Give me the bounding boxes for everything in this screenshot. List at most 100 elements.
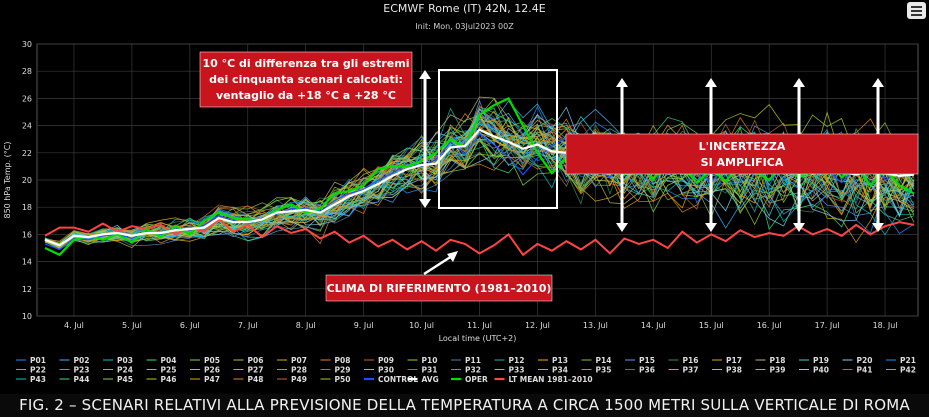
legend-label: P50	[335, 375, 351, 384]
legend-label: P27	[248, 366, 264, 375]
ensemble-line-P49	[44, 125, 915, 247]
x-tick-label: 9. Jul	[354, 321, 374, 330]
legend-label: P29	[335, 366, 351, 375]
legend-label: P41	[857, 366, 873, 375]
x-tick-label: 16. Jul	[757, 321, 782, 330]
y-tick-label: 18	[22, 203, 32, 212]
annotation-box-2	[565, 133, 919, 175]
x-tick-label: 10. Jul	[409, 321, 434, 330]
legend-label: P46	[161, 375, 177, 384]
legend-label: P14	[596, 356, 612, 365]
annotation-2-line: L'INCERTEZZA	[699, 140, 786, 153]
legend-label: P39	[770, 366, 786, 375]
legend-label: P31	[422, 366, 438, 375]
legend-label: P07	[291, 356, 307, 365]
y-axis-label: 850 hPa Temp. (°C)	[3, 141, 12, 218]
legend-label: P19	[813, 356, 829, 365]
x-tick-label: 14. Jul	[641, 321, 666, 330]
legend-label: P35	[596, 366, 612, 375]
x-tick-label: 18. Jul	[873, 321, 898, 330]
arrow-head-down	[419, 199, 431, 208]
y-tick-label: 24	[22, 122, 32, 131]
legend-label: P24	[117, 366, 133, 375]
arrow-head-down	[616, 223, 628, 232]
chart-subtitle: Init: Mon, 03Jul2023 00Z	[415, 22, 514, 31]
x-tick-label: 11. Jul	[467, 321, 492, 330]
arrow-head-up	[793, 78, 805, 87]
legend-label: CONTROL	[378, 375, 418, 384]
legend-label: P37	[683, 366, 699, 375]
figure-caption: FIG. 2 – SCENARI RELATIVI ALLA PREVISION…	[0, 394, 929, 417]
x-tick-label: 4. Jul	[64, 321, 84, 330]
pointer-arrow-shaft	[423, 254, 453, 276]
annotation-3-text: CLIMA DI RIFERIMENTO (1981–2010)	[327, 282, 552, 295]
legend-label: P16	[683, 356, 699, 365]
temperature-chart: 10 12 14 16 18 20 22 24 26 28 30 4. Jul 5. Jul 6. Jul…	[3, 40, 919, 384]
menu-icon[interactable]	[907, 2, 926, 19]
legend-label: P30	[378, 366, 394, 375]
arrow-head-up	[705, 78, 717, 87]
y-tick-label: 22	[22, 149, 32, 158]
legend-label: P49	[291, 375, 307, 384]
legend-label: P15	[639, 356, 655, 365]
legend-label: P13	[552, 356, 568, 365]
x-tick-label: 5. Jul	[122, 321, 142, 330]
arrow-head-up	[872, 78, 884, 87]
legend-label: P32	[465, 366, 481, 375]
annotation-1-line: dei cinquanta scenari calcolati:	[209, 73, 403, 86]
legend-label: P02	[74, 356, 90, 365]
legend-label: P48	[248, 375, 264, 384]
highlight-box	[438, 69, 558, 209]
legend-label: P21	[900, 356, 916, 365]
y-tick-label: 28	[22, 67, 32, 76]
legend: P01 P02 P03 P04 P05 P06 P07 P08 P09 P10 P11 P12 P13 P…	[16, 356, 916, 384]
legend-label: P12	[509, 356, 525, 365]
legend-label: P47	[204, 375, 220, 384]
legend-label: AVG	[422, 375, 439, 384]
x-tick-label: 12. Jul	[525, 321, 550, 330]
x-tick-label: 6. Jul	[180, 321, 200, 330]
annotation-1-line: ventaglio da +18 °C a +28 °C	[216, 89, 396, 102]
legend-label: P42	[900, 366, 916, 375]
series-line-lt-mean-1981-2010	[44, 218, 915, 257]
annotation-2-line: SI AMPLIFICA	[701, 156, 784, 169]
legend-label: P04	[161, 356, 177, 365]
legend-label: P23	[74, 366, 90, 375]
y-tick-label: 12	[22, 285, 32, 294]
legend-label: P38	[726, 366, 742, 375]
legend-label: P36	[639, 366, 655, 375]
x-tick-label: 13. Jul	[583, 321, 608, 330]
x-tick-label: 17. Jul	[815, 321, 840, 330]
arrow-head-down	[705, 223, 717, 232]
legend-label: P34	[552, 366, 568, 375]
y-tick-label: 14	[22, 258, 32, 267]
legend-label: P17	[726, 356, 742, 365]
legend-label: P22	[30, 366, 46, 375]
legend-label: P33	[509, 366, 525, 375]
double-arrow	[419, 70, 431, 208]
y-tick-label: 30	[22, 40, 32, 49]
y-tick-label: 16	[22, 230, 32, 239]
legend-label: P43	[30, 375, 46, 384]
annotation-box-1	[199, 51, 413, 108]
x-axis-label: Local time (UTC+2)	[439, 334, 517, 343]
legend-label: P20	[857, 356, 873, 365]
arrow-head-up	[616, 78, 628, 87]
arrow-head-up	[419, 70, 431, 79]
legend-label: P18	[770, 356, 786, 365]
legend-label: P26	[204, 366, 220, 375]
legend-label: P09	[378, 356, 394, 365]
legend-label: P28	[291, 366, 307, 375]
legend-label: P40	[813, 366, 829, 375]
pointer-arrow-head	[447, 251, 458, 262]
y-tick-label: 26	[22, 94, 32, 103]
arrow-head-down	[872, 223, 884, 232]
chart-title: ECMWF Rome (IT) 42N, 12.4E	[383, 2, 546, 15]
series-line-oper	[44, 96, 915, 257]
x-tick-label: 7. Jul	[238, 321, 258, 330]
x-tick-label: 15. Jul	[699, 321, 724, 330]
legend-label: P03	[117, 356, 133, 365]
y-tick-label: 10	[22, 312, 32, 321]
legend-label: P06	[248, 356, 264, 365]
